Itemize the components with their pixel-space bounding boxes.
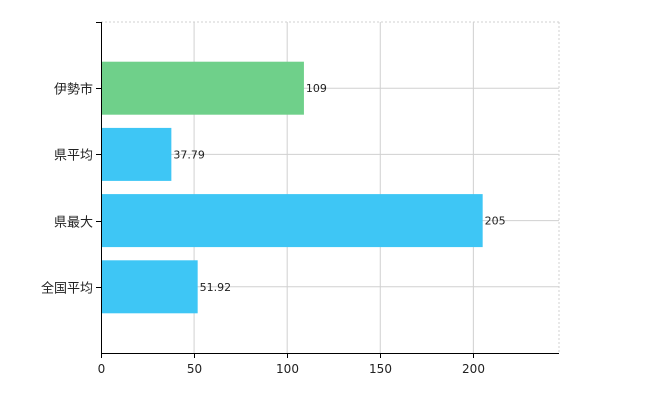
x-tick-label-200: 200	[462, 362, 485, 376]
category-label-2: 県最大	[54, 216, 93, 231]
labels-layer: 109 37.79 205 51.92 0 50 100 150 200 伊勢市県平均県最大全国平…	[41, 82, 506, 377]
category-label-3: 全国平均	[41, 281, 93, 297]
data-label-2: 205	[485, 215, 506, 228]
bar-2	[101, 194, 483, 248]
x-tick-label-150: 150	[369, 362, 392, 376]
x-tick-label-0: 0	[98, 362, 106, 376]
data-label-0: 109	[306, 82, 327, 95]
data-label-1: 37.79	[173, 148, 205, 161]
bar-0	[101, 61, 304, 115]
category-label-0: 伊勢市	[54, 82, 93, 98]
axis-layer	[96, 22, 559, 358]
data-label-3: 51.92	[200, 281, 232, 294]
x-tick-label-50: 50	[187, 362, 202, 376]
bar-3	[101, 260, 198, 314]
bars-layer	[101, 61, 483, 314]
bar-1	[101, 127, 172, 181]
x-tick-label-100: 100	[276, 362, 299, 376]
category-label-1: 県平均	[54, 149, 93, 164]
